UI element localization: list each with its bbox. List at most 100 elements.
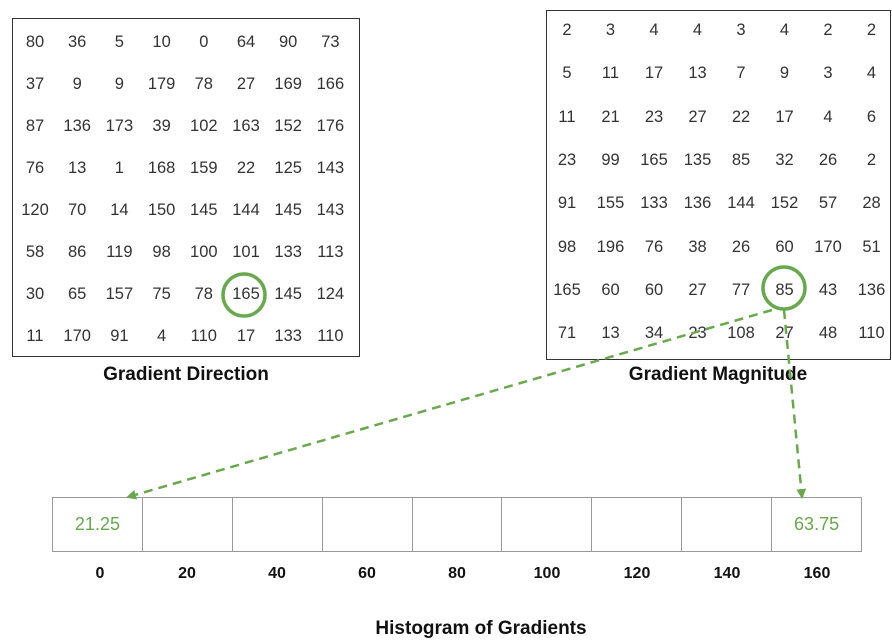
direction-cell: 119 bbox=[106, 243, 133, 261]
direction-cell: 22 bbox=[236, 159, 256, 177]
magnitude-cell: 91 bbox=[557, 194, 577, 213]
magnitude-cell: 21 bbox=[601, 107, 620, 126]
magnitude-cell: 32 bbox=[775, 150, 794, 169]
magnitude-cell: 152 bbox=[770, 194, 799, 213]
direction-cell: 166 bbox=[316, 75, 345, 93]
gradient-direction-matrix: 80 36 5 10 0 64 90 73 37 9 9 179 78 27 169 166 87 136 173 3… bbox=[12, 18, 360, 357]
direction-cell: 75 bbox=[152, 285, 171, 303]
magnitude-cell: 85 bbox=[775, 280, 794, 299]
direction-cell: 98 bbox=[152, 243, 171, 261]
magnitude-cell: 144 bbox=[727, 194, 755, 213]
direction-cell: 36 bbox=[68, 33, 87, 51]
histogram-tick-label: 120 bbox=[623, 565, 651, 582]
histogram-tick-label: 80 bbox=[448, 565, 466, 582]
histogram-tick-label: 20 bbox=[178, 565, 196, 582]
magnitude-cell: 4 bbox=[692, 21, 703, 39]
direction-cell: 91 bbox=[110, 327, 129, 345]
magnitude-cell: 5 bbox=[562, 64, 572, 83]
magnitude-cell: 4 bbox=[649, 21, 659, 39]
direction-cell: 145 bbox=[274, 285, 302, 303]
direction-cell: 163 bbox=[232, 117, 260, 135]
magnitude-cell: 13 bbox=[601, 324, 620, 343]
direction-cell: 13 bbox=[68, 159, 87, 177]
direction-cell: 73 bbox=[321, 33, 340, 51]
direction-cell: 70 bbox=[68, 201, 87, 219]
histogram-bin: 21.25 bbox=[53, 498, 143, 551]
magnitude-cell: 4 bbox=[779, 21, 790, 39]
magnitude-cell: 27 bbox=[688, 280, 707, 299]
direction-cell: 170 bbox=[63, 327, 91, 345]
magnitude-cell: 34 bbox=[644, 324, 664, 343]
direction-cell: 143 bbox=[316, 159, 345, 177]
magnitude-cell: 170 bbox=[814, 237, 842, 256]
histogram-bin bbox=[233, 498, 323, 551]
direction-cell: 37 bbox=[25, 75, 45, 93]
direction-cell: 159 bbox=[190, 159, 218, 177]
histogram-tick-label: 40 bbox=[268, 565, 286, 582]
histogram-bin bbox=[592, 498, 683, 551]
histogram-bin bbox=[413, 498, 503, 551]
magnitude-cell: 60 bbox=[601, 280, 620, 299]
magnitude-cell: 2 bbox=[866, 150, 877, 169]
direction-cell: 0 bbox=[199, 33, 209, 51]
direction-cell: 58 bbox=[25, 243, 45, 261]
direction-cell: 90 bbox=[279, 33, 298, 51]
magnitude-cell: 165 bbox=[553, 280, 581, 299]
direction-cell: 150 bbox=[147, 201, 176, 219]
magnitude-cell: 11 bbox=[558, 107, 576, 126]
magnitude-cell: 23 bbox=[557, 150, 577, 169]
direction-cell: 179 bbox=[147, 75, 176, 93]
direction-cell: 101 bbox=[232, 243, 260, 261]
magnitude-cell: 135 bbox=[683, 150, 712, 169]
magnitude-cell: 11 bbox=[601, 64, 620, 83]
histogram-bin bbox=[143, 498, 233, 551]
histogram-tick-label: 0 bbox=[95, 565, 105, 582]
direction-cell: 11 bbox=[26, 327, 44, 345]
magnitude-cell: 76 bbox=[644, 237, 664, 256]
magnitude-cell: 27 bbox=[688, 107, 707, 126]
magnitude-cell: 23 bbox=[644, 107, 664, 126]
histogram-bin bbox=[323, 498, 413, 551]
magnitude-cell: 22 bbox=[731, 107, 751, 126]
direction-cell: 152 bbox=[274, 117, 302, 135]
magnitude-cell: 60 bbox=[644, 280, 664, 299]
magnitude-cell: 9 bbox=[779, 64, 790, 83]
magnitude-cell: 38 bbox=[688, 237, 707, 256]
direction-cell: 100 bbox=[190, 243, 218, 261]
magnitude-cell: 85 bbox=[731, 150, 751, 169]
direction-cell: 143 bbox=[316, 201, 345, 219]
magnitude-cell: 108 bbox=[727, 324, 755, 343]
direction-cell: 14 bbox=[110, 201, 129, 219]
gradient-direction-caption: Gradient Direction bbox=[103, 364, 269, 385]
direction-cell: 30 bbox=[25, 285, 45, 303]
histogram-tick-label: 160 bbox=[803, 565, 831, 582]
histogram-tick-label: 60 bbox=[358, 565, 376, 582]
histogram-bin: 63.75 bbox=[794, 514, 840, 534]
magnitude-cell: 6 bbox=[866, 107, 877, 126]
direction-cell: 144 bbox=[232, 201, 260, 219]
magnitude-cell: 4 bbox=[823, 107, 833, 126]
direction-cell: 1 bbox=[114, 159, 124, 177]
magnitude-cell: 2 bbox=[562, 21, 572, 39]
direction-cell: 169 bbox=[274, 75, 302, 93]
magnitude-cell: 51 bbox=[862, 237, 881, 256]
direction-cell: 5 bbox=[114, 33, 124, 51]
direction-cell: 64 bbox=[236, 33, 256, 51]
magnitude-cell: 99 bbox=[601, 150, 620, 169]
direction-cell: 87 bbox=[25, 117, 45, 135]
direction-cell: 136 bbox=[63, 117, 91, 135]
direction-cell: 39 bbox=[152, 117, 171, 135]
direction-cell: 124 bbox=[316, 285, 345, 303]
direction-cell: 78 bbox=[194, 75, 213, 93]
magnitude-cell: 60 bbox=[775, 237, 794, 256]
magnitude-cell: 136 bbox=[857, 280, 886, 299]
magnitude-cell: 136 bbox=[683, 194, 712, 213]
magnitude-cell: 26 bbox=[818, 150, 838, 169]
magnitude-cell: 165 bbox=[640, 150, 668, 169]
direction-cell: 157 bbox=[105, 285, 134, 303]
direction-cell: 86 bbox=[68, 243, 87, 261]
magnitude-cell: 3 bbox=[605, 21, 616, 39]
direction-cell: 113 bbox=[317, 243, 344, 261]
direction-cell: 145 bbox=[190, 201, 218, 219]
magnitude-cell: 98 bbox=[557, 237, 577, 256]
